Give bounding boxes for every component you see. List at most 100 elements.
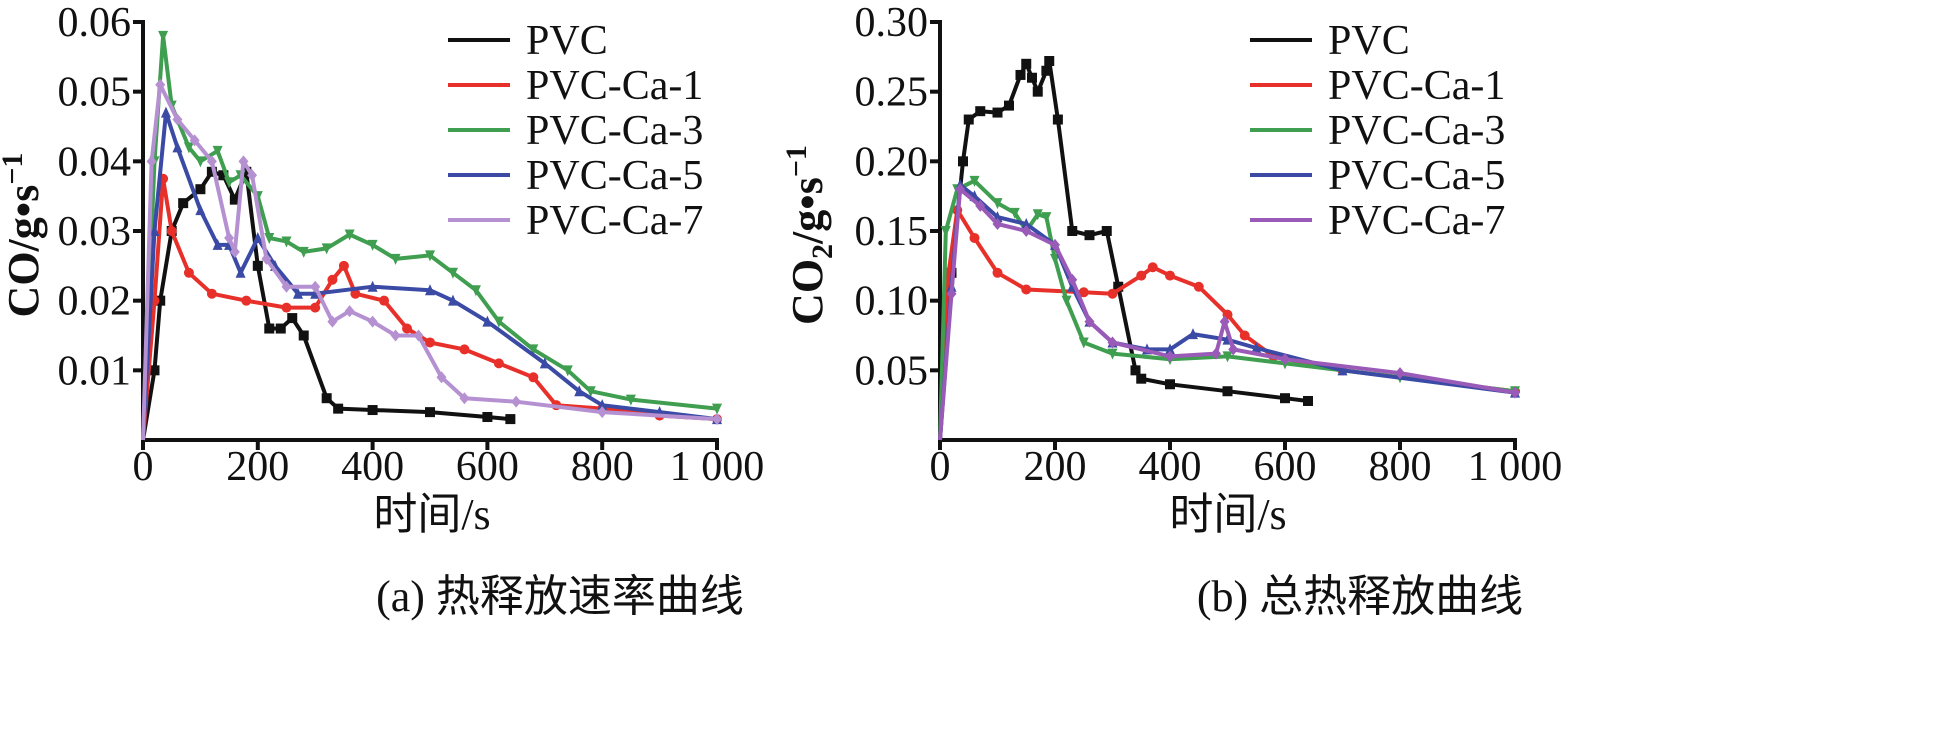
diamond-marker: [436, 371, 447, 384]
square-marker: [229, 194, 240, 205]
triangle-down-marker: [1050, 253, 1060, 265]
triangle-up-marker: [425, 284, 435, 296]
square-marker: [1004, 100, 1014, 111]
triangle-down-marker: [321, 243, 332, 255]
series-line: [141, 33, 718, 441]
diamond-marker: [146, 155, 157, 168]
triangle-down-marker: [158, 30, 169, 42]
triangle-down-marker: [183, 142, 194, 154]
circle-marker: [493, 358, 504, 369]
y-tick-label: 0.04: [58, 139, 132, 185]
circle-marker: [206, 288, 217, 299]
triangle-down-marker: [1061, 295, 1072, 307]
triangle-up-marker: [235, 266, 246, 278]
y-tick-label: 0.02: [58, 279, 132, 325]
square-marker: [1303, 395, 1313, 406]
square-marker: [367, 405, 378, 416]
diamond-marker: [1395, 367, 1405, 380]
y-label-sup: −1: [780, 145, 813, 177]
square-marker: [252, 260, 263, 271]
y-label-sup: −1: [0, 153, 29, 185]
square-marker: [1067, 226, 1078, 236]
diamond-marker: [229, 245, 240, 258]
circle-marker: [327, 274, 338, 285]
triangle-down-marker: [298, 246, 309, 258]
square-marker: [1041, 65, 1052, 76]
square-marker: [425, 407, 435, 418]
x-tick-label: 800: [571, 444, 634, 490]
series-line: [141, 176, 718, 441]
diamond-marker: [1050, 238, 1060, 251]
triangle-down-marker: [390, 253, 401, 265]
square-marker: [275, 323, 286, 334]
square-marker: [1165, 379, 1175, 390]
series-PVC-Ca-7: [938, 183, 1520, 441]
circle-marker: [402, 323, 413, 334]
diamond-marker: [247, 169, 258, 182]
circle-marker: [1193, 281, 1204, 292]
square-marker: [1084, 230, 1095, 241]
diamond-marker: [327, 315, 338, 328]
circle-marker: [310, 302, 321, 313]
circle-marker: [425, 337, 435, 348]
square-marker: [149, 365, 160, 376]
diamond-marker: [281, 280, 292, 293]
legend-label: PVC-Ca-7: [526, 198, 703, 244]
triangle-up-marker: [149, 225, 160, 236]
square-marker: [963, 114, 974, 125]
y-tick-label: 0.01: [58, 348, 132, 394]
triangle-down-marker: [1009, 207, 1020, 219]
diamond-marker: [992, 218, 1003, 231]
diamond-marker: [172, 113, 183, 126]
triangle-up-marker: [1021, 218, 1032, 230]
triangle-down-marker: [344, 229, 355, 241]
legend-label: PVC: [526, 18, 608, 64]
diamond-marker: [1067, 273, 1078, 286]
circle-marker: [528, 372, 539, 383]
triangle-up-marker: [292, 287, 303, 299]
y-axis-label: CO/g•s−1: [0, 153, 48, 318]
diamond-marker: [1219, 315, 1230, 328]
legend-label: PVC-Ca-3: [526, 108, 703, 154]
y-tick-label: 0.15: [855, 209, 929, 255]
diamond-marker: [1510, 386, 1520, 399]
triangle-up-marker: [482, 315, 493, 327]
circle-marker: [281, 302, 292, 313]
legend-label: PVC: [1328, 18, 1410, 64]
triangle-down-marker: [992, 198, 1003, 210]
square-marker: [1222, 386, 1233, 397]
diamond-marker: [1084, 315, 1095, 328]
triangle-up-marker: [252, 231, 263, 243]
triangle-down-marker: [493, 316, 504, 328]
diamond-marker: [955, 183, 966, 196]
triangle-up-marker: [539, 357, 550, 369]
circle-marker: [166, 226, 177, 236]
diamond-marker: [1280, 353, 1290, 366]
triangle-down-marker: [224, 177, 235, 189]
series-PVC-Ca-7: [141, 78, 722, 441]
square-marker: [992, 107, 1003, 118]
triangle-down-marker: [470, 285, 481, 297]
y-tick-label: 0.03: [58, 209, 132, 255]
diamond-marker: [189, 134, 200, 147]
triangle-down-marker: [425, 250, 435, 262]
series-PVC: [938, 56, 1313, 441]
diamond-marker: [390, 329, 401, 342]
diamond-marker: [367, 315, 378, 328]
diamond-marker: [155, 78, 166, 91]
x-tick-label: 600: [456, 444, 519, 490]
circle-marker: [379, 295, 390, 306]
diamond-marker: [1021, 225, 1032, 237]
triangle-down-marker: [264, 232, 275, 244]
triangle-down-marker: [1107, 348, 1118, 360]
diamond-marker: [511, 395, 522, 408]
y-label-rest: /g•s: [783, 177, 832, 245]
diamond-marker: [206, 155, 217, 168]
circle-marker: [350, 288, 361, 299]
diamond-marker: [597, 406, 608, 419]
circle-marker: [1239, 330, 1250, 341]
x-axis-label-b: 时间/s: [1169, 490, 1287, 539]
square-marker: [1052, 114, 1063, 125]
triangle-down-marker: [281, 236, 292, 248]
